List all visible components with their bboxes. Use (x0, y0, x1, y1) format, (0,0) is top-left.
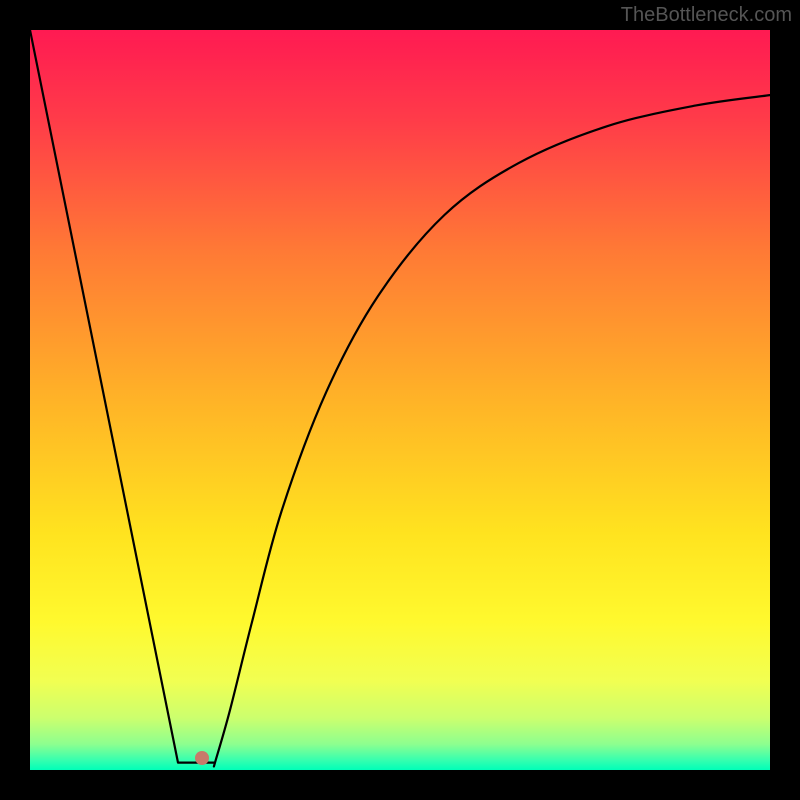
optimum-marker (195, 751, 209, 765)
bottleneck-curve (30, 30, 770, 766)
watermark-text: TheBottleneck.com (621, 4, 792, 27)
plot-area (30, 30, 770, 770)
curve-layer (30, 30, 770, 770)
chart-container: TheBottleneck.com (0, 0, 800, 800)
